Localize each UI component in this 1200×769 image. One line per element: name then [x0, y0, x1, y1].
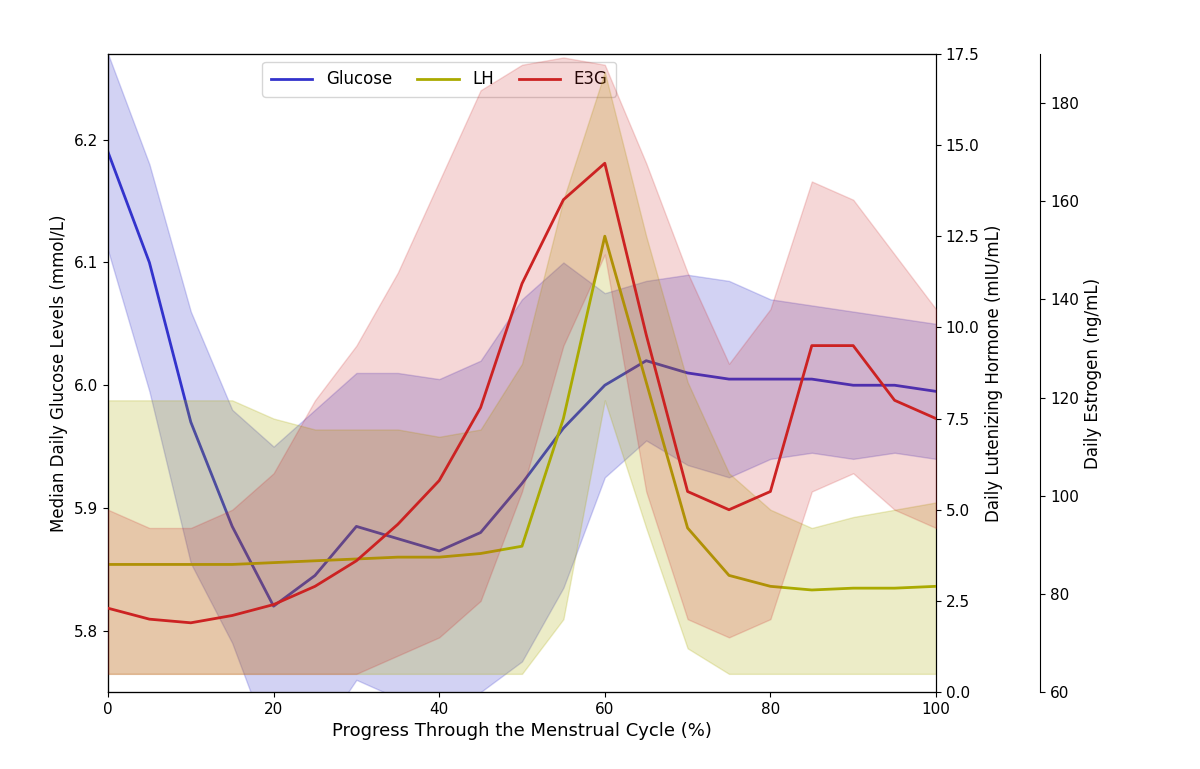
LH [763, 581, 778, 591]
LH [929, 581, 943, 591]
Glucose [390, 534, 404, 543]
Glucose [804, 375, 818, 384]
LH [804, 585, 818, 594]
E3G [101, 604, 115, 613]
Glucose [307, 571, 322, 580]
E3G [846, 341, 860, 350]
LH [473, 549, 487, 558]
Y-axis label: Daily Estrogen (ng/mL): Daily Estrogen (ng/mL) [1085, 278, 1103, 468]
X-axis label: Progress Through the Menstrual Cycle (%): Progress Through the Menstrual Cycle (%) [332, 722, 712, 741]
LH [680, 524, 695, 533]
E3G [680, 487, 695, 496]
E3G [432, 476, 446, 485]
LH [887, 584, 902, 593]
Glucose [638, 356, 653, 365]
Glucose [763, 375, 778, 384]
Glucose [557, 424, 571, 433]
Glucose [887, 381, 902, 390]
Line: LH: LH [108, 236, 936, 590]
LH [557, 414, 571, 423]
E3G [266, 600, 281, 609]
LH [266, 558, 281, 568]
Glucose [266, 601, 281, 611]
Glucose [101, 148, 115, 157]
E3G [887, 396, 902, 405]
LH [390, 553, 404, 562]
Glucose [929, 387, 943, 396]
Y-axis label: Median Daily Glucose Levels (mmol/L): Median Daily Glucose Levels (mmol/L) [50, 215, 68, 531]
E3G [763, 487, 778, 496]
LH [515, 541, 529, 551]
LH [432, 553, 446, 562]
LH [846, 584, 860, 593]
LH [598, 231, 612, 241]
E3G [929, 414, 943, 423]
E3G [598, 158, 612, 168]
LH [307, 556, 322, 565]
Glucose [184, 418, 198, 427]
Glucose [598, 381, 612, 390]
E3G [390, 520, 404, 529]
LH [184, 560, 198, 569]
Line: Glucose: Glucose [108, 152, 936, 606]
LH [722, 571, 737, 580]
E3G [473, 403, 487, 412]
E3G [226, 611, 240, 620]
E3G [638, 330, 653, 339]
E3G [349, 556, 364, 565]
Line: E3G: E3G [108, 163, 936, 623]
Y-axis label: Daily Lutenizing Hormone (mIU/mL): Daily Lutenizing Hormone (mIU/mL) [985, 225, 1003, 521]
E3G [722, 505, 737, 514]
Glucose [349, 522, 364, 531]
Glucose [722, 375, 737, 384]
Glucose [143, 258, 156, 267]
LH [143, 560, 156, 569]
Glucose [515, 479, 529, 488]
LH [349, 554, 364, 564]
E3G [515, 279, 529, 288]
LH [101, 560, 115, 569]
Glucose [473, 528, 487, 538]
Glucose [226, 522, 240, 531]
Glucose [432, 546, 446, 555]
Glucose [846, 381, 860, 390]
Glucose [680, 368, 695, 378]
LH [638, 378, 653, 387]
E3G [804, 341, 818, 350]
E3G [557, 195, 571, 205]
Legend: Glucose, LH, E3G: Glucose, LH, E3G [263, 62, 616, 97]
LH [226, 560, 240, 569]
E3G [184, 618, 198, 628]
E3G [143, 614, 156, 624]
E3G [307, 581, 322, 591]
